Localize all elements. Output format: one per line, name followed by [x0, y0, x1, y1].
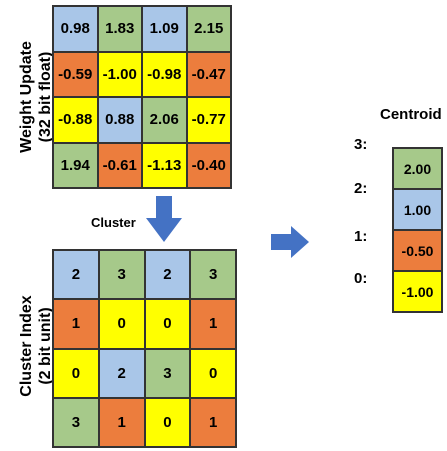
weight-cell: -0.98	[142, 51, 187, 97]
centroid-index: 0:	[354, 270, 368, 287]
centroid-value: -0.50	[393, 230, 442, 271]
weight-update-matrix: 0.98 1.83 1.09 2.15 -0.59 -1.00 -0.98 -0.47 -0.8…	[52, 5, 232, 189]
cluster-index-cell: 2	[53, 250, 99, 300]
weight-cell: -0.47	[186, 51, 231, 97]
centroid-index: 3:	[354, 136, 368, 153]
centroid-index: 2:	[354, 180, 368, 197]
weight-update-title: Weight Update	[18, 41, 35, 153]
weight-cell: 1.83	[97, 6, 142, 52]
weight-cell: -0.77	[186, 97, 231, 143]
cluster-index-cell: 2	[98, 348, 145, 398]
weight-cell: 2.06	[142, 97, 187, 143]
weight-cell: -0.61	[97, 142, 142, 188]
centroid-value: 2.00	[393, 148, 442, 189]
cluster-index-cell: 0	[144, 397, 191, 447]
cluster-index-cell: 3	[53, 397, 99, 447]
weight-cell: 0.98	[53, 6, 98, 52]
centroid-value: -1.00	[393, 271, 442, 312]
weight-cell: 0.88	[97, 97, 142, 143]
cluster-index-cell: 3	[144, 348, 191, 398]
right-arrow-icon	[271, 226, 309, 258]
weight-cell: -1.13	[142, 142, 187, 188]
cluster-index-cell: 0	[190, 348, 236, 398]
weight-cell: 1.09	[142, 6, 187, 52]
centroid-title: Centroid	[380, 106, 442, 123]
cluster-index-cell: 0	[53, 348, 99, 398]
weight-cell: -0.88	[53, 97, 98, 143]
centroid-column: 2.00 1.00 -0.50 -1.00	[392, 147, 443, 313]
cluster-index-cell: 3	[98, 250, 145, 300]
weight-cell: 2.15	[186, 6, 231, 52]
weight-update-label: Weight Update (32 bit float)	[17, 17, 55, 177]
cluster-label: Cluster	[91, 215, 136, 230]
cluster-index-cell: 0	[144, 299, 191, 349]
down-arrow-icon	[146, 196, 182, 242]
weight-cell: -0.59	[53, 51, 98, 97]
cluster-index-cell: 1	[190, 299, 236, 349]
cluster-index-cell: 1	[190, 397, 236, 447]
cluster-index-cell: 0	[98, 299, 145, 349]
cluster-index-cell: 3	[190, 250, 236, 300]
cluster-index-cell: 1	[53, 299, 99, 349]
weight-cell: 1.94	[53, 142, 98, 188]
cluster-index-label: Cluster Index (2 bit unit)	[17, 266, 55, 426]
centroid-index: 1:	[354, 228, 368, 245]
cluster-index-cell: 2	[144, 250, 191, 300]
cluster-index-cell: 1	[98, 397, 145, 447]
centroid-value: 1.00	[393, 189, 442, 230]
weight-cell: -0.40	[186, 142, 231, 188]
cluster-index-title: Cluster Index	[18, 295, 35, 397]
weight-cell: -1.00	[97, 51, 142, 97]
